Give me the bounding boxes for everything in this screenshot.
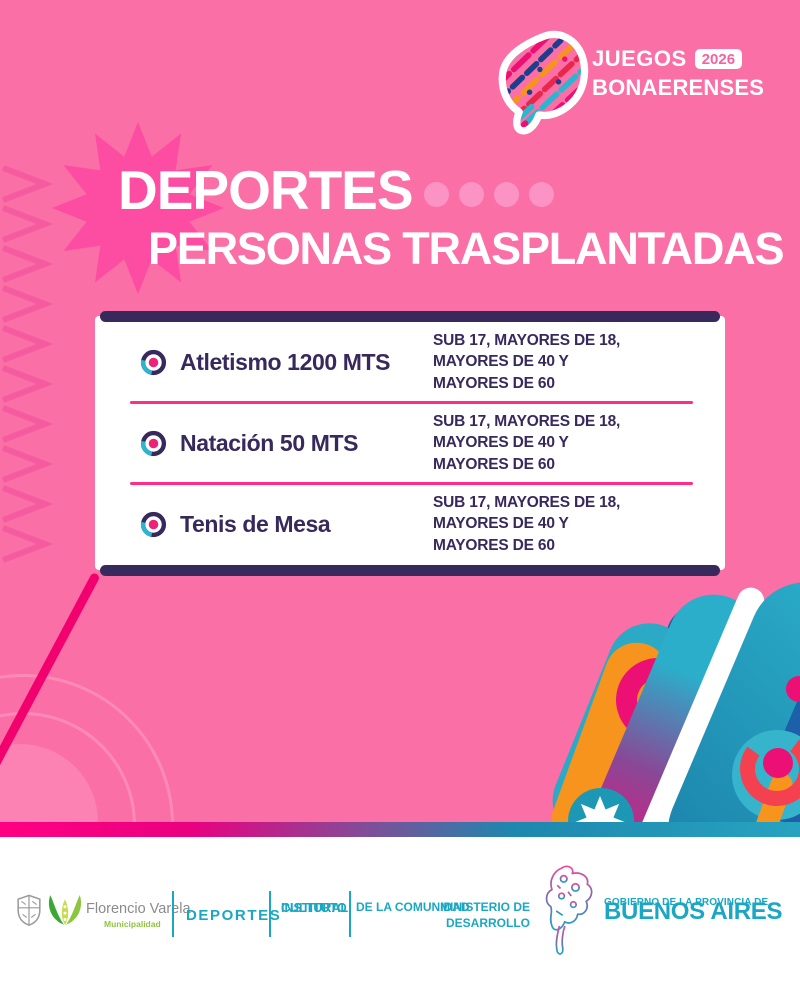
- ministerio-line1: MINISTERIO DE DESARROLLO: [439, 900, 530, 930]
- dot: [459, 182, 484, 207]
- deportes-label: DEPORTES: [186, 907, 282, 924]
- card-rows: Atletismo 1200 MTS SUB 17, MAYORES DE 18…: [95, 323, 725, 563]
- sport-name: Tenis de Mesa: [180, 510, 331, 537]
- sport-categories: SUB 17, MAYORES DE 18, MAYORES DE 40 Y M…: [433, 411, 620, 474]
- municipality-name: Florencio Varela: [86, 901, 191, 917]
- sport-categories: SUB 17, MAYORES DE 18, MAYORES DE 40 Y M…: [433, 492, 620, 555]
- bullseye-icon: [140, 511, 167, 537]
- bullseye-icon: [140, 430, 167, 456]
- card-top-bar: [100, 311, 720, 322]
- pink-dot-shape: [763, 748, 793, 778]
- footer-logos-bar: Florencio Varela Municipalidad DEPORTES …: [0, 837, 800, 1000]
- florencio-varela-leaf-icon: [48, 895, 82, 925]
- instituto-line2: CULTURAL: [281, 901, 349, 915]
- row-divider: [130, 482, 693, 485]
- province-map-stripes-icon: [498, 30, 589, 135]
- instituto-line1: INSTITUTO: [281, 901, 347, 915]
- category-line: SUB 17, MAYORES DE 18,: [433, 413, 621, 431]
- province-map-doodle: [545, 865, 593, 955]
- title-dots-decoration: [424, 182, 554, 207]
- decorative-bars-illustration: [550, 580, 800, 822]
- sports-card: Atletismo 1200 MTS SUB 17, MAYORES DE 18…: [95, 311, 725, 576]
- zigzag-pattern: [1, 166, 52, 563]
- category-line: MAYORES DE 60: [433, 374, 555, 392]
- gobierno-line2: BUENOS AIRES: [604, 898, 783, 925]
- page-subtitle: PERSONAS TRASPLANTADAS: [148, 223, 785, 274]
- poster-background: JUEGOS 2026 BONAERENSES DEPORTES PERSONA…: [0, 0, 800, 822]
- brand-text: JUEGOS 2026 BONAERENSES: [592, 46, 765, 101]
- dot: [424, 182, 449, 207]
- category-line: MAYORES DE 40 Y: [433, 434, 569, 452]
- category-line: MAYORES DE 40 Y: [433, 353, 569, 371]
- category-line: MAYORES DE 60: [433, 455, 555, 473]
- row-divider: [130, 401, 693, 404]
- municipal-crest-icon: [17, 894, 41, 926]
- gobierno-line1: GOBIERNO DE LA PROVINCIA DE: [604, 897, 769, 908]
- footer-divider: [349, 891, 351, 937]
- category-line: MAYORES DE 60: [433, 536, 555, 554]
- sport-categories: SUB 17, MAYORES DE 18, MAYORES DE 40 Y M…: [433, 330, 620, 393]
- pink-dot-shape: [786, 676, 800, 702]
- sport-name: Natación 50 MTS: [180, 429, 359, 456]
- table-row: Tenis de Mesa SUB 17, MAYORES DE 18, MAY…: [95, 485, 725, 563]
- footer-divider: [269, 891, 271, 937]
- category-line: MAYORES DE 40 Y: [433, 515, 569, 533]
- ministerio-line2: DE LA COMUNIDAD: [356, 900, 470, 914]
- card-bottom-bar: [100, 565, 720, 576]
- brand-line2: BONAERENSES: [592, 75, 765, 100]
- page-title: DEPORTES: [118, 159, 414, 221]
- dot: [494, 182, 519, 207]
- year-badge: 2026: [694, 49, 743, 69]
- dot: [529, 182, 554, 207]
- table-row: Natación 50 MTS SUB 17, MAYORES DE 18, M…: [95, 404, 725, 482]
- sport-name: Atletismo 1200 MTS: [180, 348, 391, 375]
- table-row: Atletismo 1200 MTS SUB 17, MAYORES DE 18…: [95, 323, 725, 401]
- brand-line1: JUEGOS: [592, 46, 687, 71]
- bullseye-icon: [140, 349, 167, 375]
- category-line: SUB 17, MAYORES DE 18,: [433, 332, 621, 350]
- category-line: SUB 17, MAYORES DE 18,: [433, 494, 621, 512]
- municipality-subtitle: Municipalidad: [104, 919, 161, 929]
- footer-divider: [172, 891, 174, 937]
- gradient-strip: [0, 822, 800, 837]
